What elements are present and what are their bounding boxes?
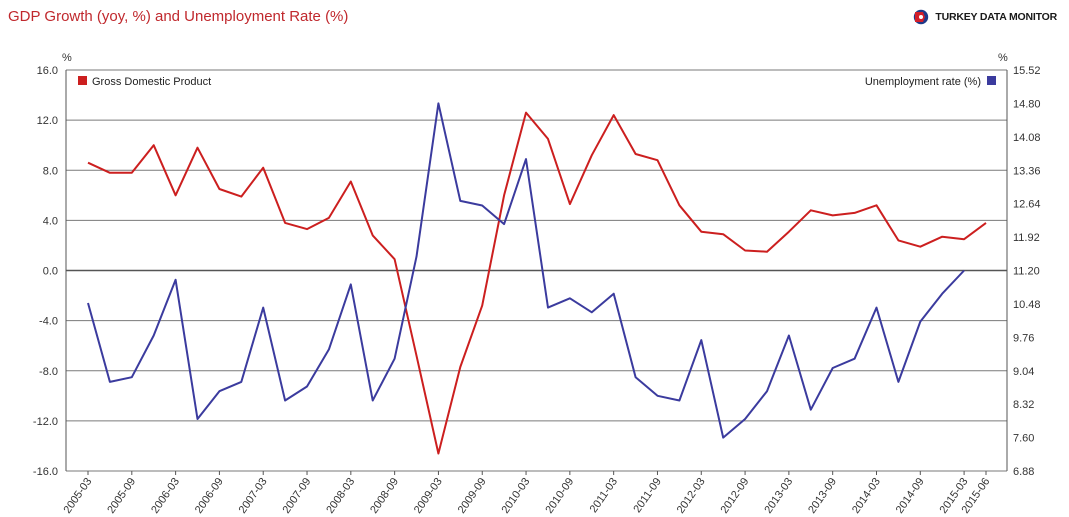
right-tick-label: 12.64 — [1013, 199, 1041, 211]
x-tick-label: 2013-09 — [806, 476, 839, 516]
grid-lines — [66, 69, 1007, 472]
chart-title: GDP Growth (yoy, %) and Unemployment Rat… — [8, 8, 349, 25]
legend-unemployment-label: Unemployment rate (%) — [865, 76, 981, 88]
left-tick-label: -4.0 — [39, 316, 58, 328]
left-tick-label: 8.0 — [43, 165, 58, 177]
right-tick-label: 7.60 — [1013, 433, 1034, 445]
left-tick-label: 4.0 — [43, 215, 58, 227]
x-tick-label: 2011-03 — [588, 476, 621, 515]
x-tick-label: 2013-03 — [762, 476, 795, 516]
left-axis-unit: % — [62, 52, 72, 64]
legend-gdp-swatch — [78, 76, 87, 85]
right-tick-label: 8.32 — [1013, 399, 1034, 411]
x-tick-label: 2010-03 — [500, 476, 533, 516]
right-axis-tick-labels: 15.52 14.80 14.08 13.36 12.64 11.92 11.20 10.48… — [1013, 65, 1041, 478]
x-tick-label: 2010-09 — [543, 476, 576, 516]
x-axis-tick-labels: 2005-03 2005-09 2006-03 2006-09 2007-03 2007-… — [61, 471, 992, 516]
x-tick-label: 2012-03 — [675, 476, 708, 516]
legend-gdp-label: Gross Domestic Product — [92, 76, 211, 88]
legend-unemployment-swatch — [987, 76, 996, 85]
right-axis-unit: % — [998, 52, 1008, 64]
legend-unemployment: Unemployment rate (%) — [865, 76, 996, 88]
right-tick-label: 14.08 — [1013, 132, 1041, 144]
x-tick-label: 2007-03 — [237, 476, 270, 516]
turkey-flag-globe-icon — [914, 9, 929, 25]
x-tick-label: 2006-09 — [193, 476, 226, 516]
right-tick-label: 15.52 — [1013, 65, 1041, 77]
right-tick-label: 14.80 — [1013, 98, 1041, 110]
right-tick-label: 9.04 — [1013, 366, 1034, 378]
x-tick-label: 2014-09 — [894, 476, 927, 516]
left-tick-label: -8.0 — [39, 366, 58, 378]
right-tick-label: 6.88 — [1013, 466, 1034, 478]
left-tick-label: -16.0 — [33, 466, 58, 478]
x-tick-label: 2009-03 — [412, 476, 445, 516]
right-tick-label: 11.20 — [1013, 266, 1040, 278]
unemployment-line — [87, 102, 965, 439]
x-tick-label: 2005-09 — [105, 476, 138, 516]
x-tick-label: 2007-09 — [280, 476, 313, 516]
x-tick-label: 2014-03 — [850, 476, 883, 516]
legend-gdp: Gross Domestic Product — [78, 76, 211, 88]
series-lines — [87, 102, 987, 455]
right-tick-label: 13.36 — [1013, 165, 1041, 177]
x-tick-label: 2012-09 — [719, 476, 752, 516]
x-tick-label: 2006-03 — [149, 476, 182, 516]
x-tick-label: 2008-03 — [324, 476, 357, 516]
x-tick-label: 2008-09 — [368, 476, 401, 516]
right-tick-label: 11.92 — [1013, 232, 1040, 244]
left-tick-label: -12.0 — [33, 416, 58, 428]
x-tick-label: 2009-09 — [456, 476, 489, 516]
right-tick-label: 10.48 — [1013, 299, 1041, 311]
brand-name: TURKEY DATA MONITOR — [935, 11, 1057, 23]
axes — [65, 70, 1008, 471]
right-tick-label: 9.76 — [1013, 332, 1034, 344]
left-tick-label: 12.0 — [37, 115, 58, 127]
brand-logo: TURKEY DATA MONITOR — [912, 9, 1057, 25]
left-tick-label: 0.0 — [43, 266, 58, 278]
left-axis-tick-labels: 16.0 12.0 8.0 4.0 0.0 -4.0 -8.0 -12.0 -16.0 — [33, 65, 58, 478]
gdp-line — [87, 111, 987, 455]
left-tick-label: 16.0 — [37, 65, 58, 77]
x-tick-label: 2005-03 — [61, 476, 94, 516]
x-tick-label: 2011-09 — [631, 476, 664, 515]
